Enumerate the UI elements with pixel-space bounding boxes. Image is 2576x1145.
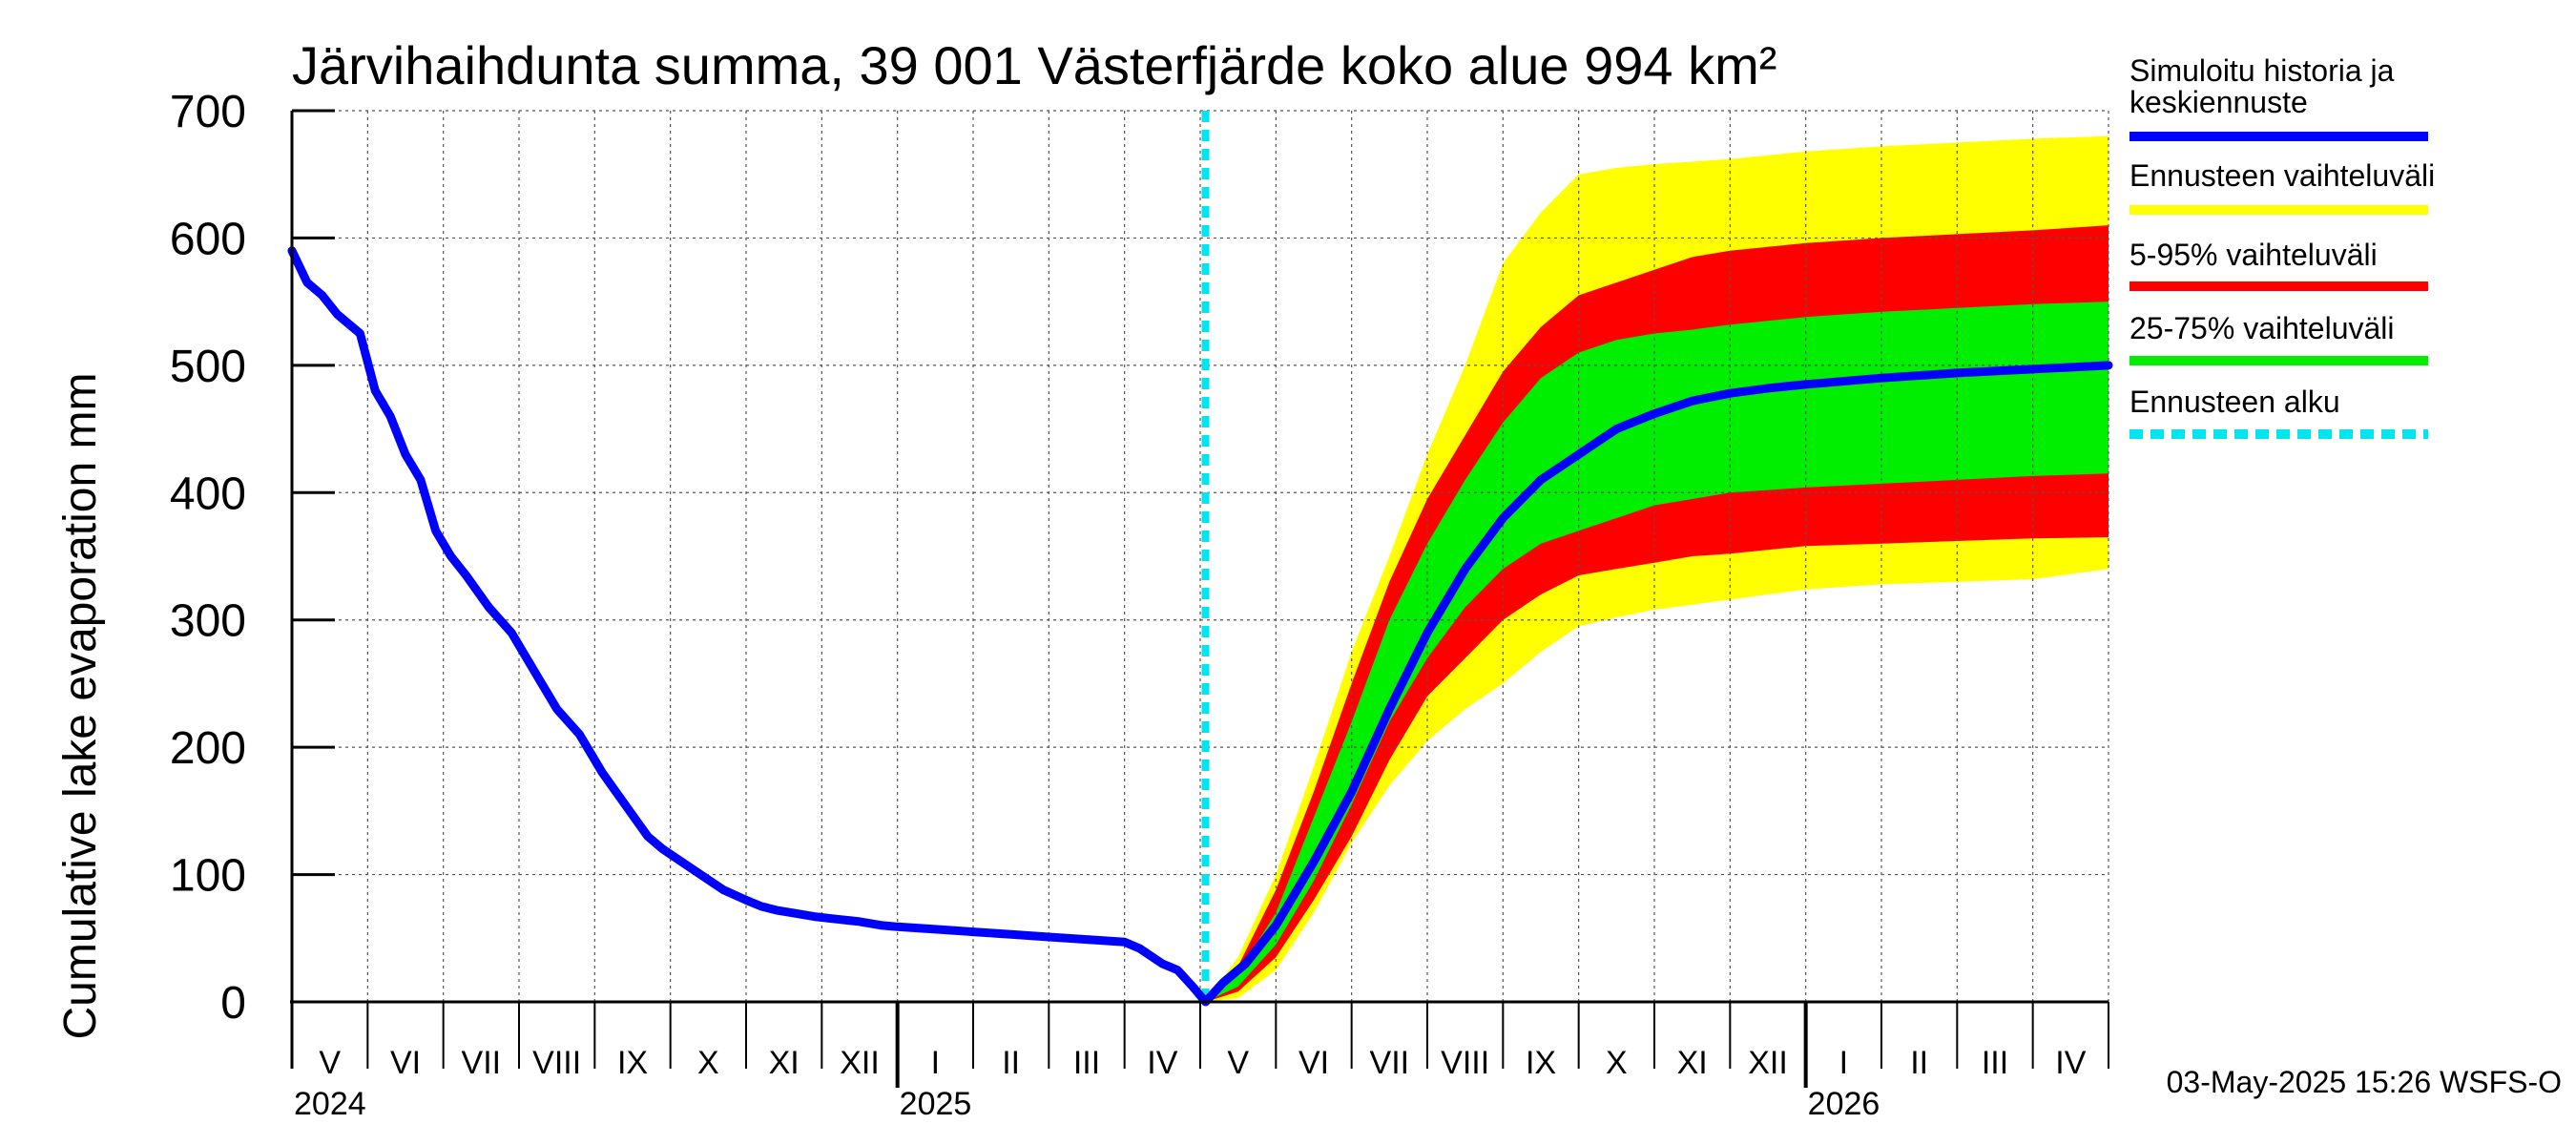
x-month-label: II [1002,1045,1020,1081]
x-month-label: VI [390,1045,421,1081]
x-month-label: IX [1526,1045,1556,1081]
x-month-label: IV [2055,1045,2086,1081]
x-year-label: 2025 [900,1086,972,1122]
x-month-label: IX [617,1045,648,1081]
y-tick-label: 700 [170,87,246,137]
x-month-label: VII [1370,1045,1410,1081]
x-month-label: X [1606,1045,1628,1081]
y-tick-label: 600 [170,214,246,264]
y-tick-label: 500 [170,342,246,392]
y-tick-label: 400 [170,468,246,519]
x-month-label: XI [1677,1045,1708,1081]
series-lines [287,111,2113,1007]
x-month-label: VI [1298,1045,1329,1081]
legend-label: Ennusteen alku [2129,385,2340,419]
legend-label: Ennusteen vaihteluväli [2129,158,2435,193]
chart-title: Järvihaihdunta summa, 39 001 Västerfjärd… [292,35,1776,95]
legend-label: 25-75% vaihteluväli [2129,311,2395,345]
x-month-label: I [1839,1045,1848,1081]
x-month-label: XII [840,1045,880,1081]
forecast-bands [1205,135,2109,1003]
legend-label: 5-95% vaihteluväli [2129,238,2378,272]
x-year-label: 2026 [1808,1086,1880,1122]
x-year-label: 2024 [294,1086,366,1122]
y-tick-label: 300 [170,596,246,647]
x-month-label: II [1910,1045,1928,1081]
x-month-label: X [697,1045,719,1081]
x-month-label: XI [769,1045,800,1081]
x-month-label: I [931,1045,940,1081]
legend-label: Simuloitu historia ja [2129,53,2395,88]
x-month-label: VII [462,1045,502,1081]
x-month-label: VIII [1441,1045,1489,1081]
x-month-label: IV [1147,1045,1177,1081]
x-month-label: V [319,1045,341,1081]
legend-label-line2: keskiennuste [2129,85,2308,119]
x-month-label: VIII [532,1045,581,1081]
x-month-label: III [1982,1045,2008,1081]
band-green-25-75 [1205,302,2109,1003]
y-axis-label: Cumulative lake evaporation mm [55,373,106,1040]
grid-lines [292,110,2109,1002]
x-month-label: V [1227,1045,1249,1081]
y-tick-label: 0 [220,978,246,1029]
footer-timestamp: 03-May-2025 15:26 WSFS-O [2167,1065,2562,1099]
y-tick-label: 200 [170,723,246,774]
x-month-label: III [1073,1045,1100,1081]
x-month-label: XII [1748,1045,1788,1081]
y-tick-label: 100 [170,851,246,902]
series-line-median [287,246,2113,1007]
